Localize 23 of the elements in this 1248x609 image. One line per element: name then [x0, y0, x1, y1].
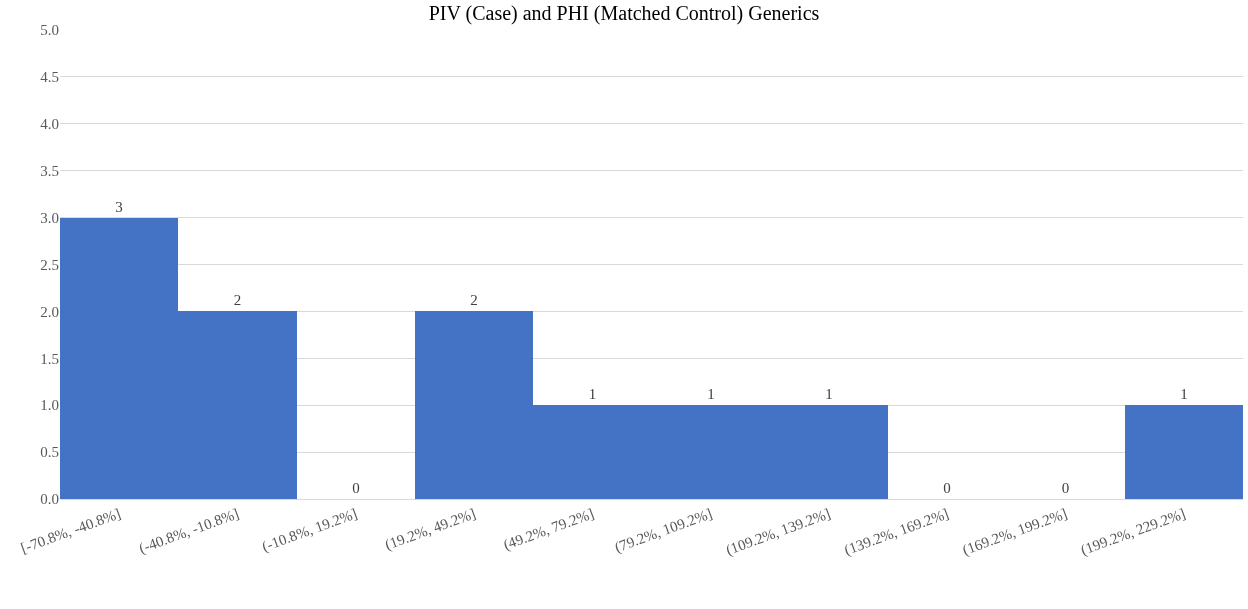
y-tick-label: 5.0	[40, 22, 59, 39]
data-label: 1	[707, 386, 715, 402]
y-tick-label: 2.0	[40, 303, 59, 320]
data-label: 3	[115, 199, 123, 215]
y-tick-label: 4.0	[40, 116, 59, 133]
bar	[1125, 405, 1243, 499]
data-label: 1	[588, 386, 597, 402]
chart-title: PIV (Case) and PHI (Matched Control) Generics	[428, 2, 820, 26]
data-label: 0	[943, 480, 951, 496]
data-label: 1	[1180, 386, 1188, 402]
data-label: 2	[470, 292, 478, 308]
y-tick-label: 0.5	[40, 444, 59, 461]
y-tick-label: 0.0	[40, 491, 59, 508]
y-tick-label: 2.5	[40, 256, 59, 273]
y-tick-label: 1.5	[40, 350, 59, 367]
y-tick-label: 1.0	[40, 397, 59, 414]
data-label: 2	[233, 292, 242, 308]
y-tick-label: 3.0	[40, 209, 59, 226]
data-label: 0	[352, 480, 360, 496]
data-label: 0	[1061, 480, 1070, 496]
data-label: 1	[825, 386, 833, 402]
y-tick-label: 3.5	[40, 162, 59, 179]
y-tick-label: 4.5	[40, 69, 59, 86]
